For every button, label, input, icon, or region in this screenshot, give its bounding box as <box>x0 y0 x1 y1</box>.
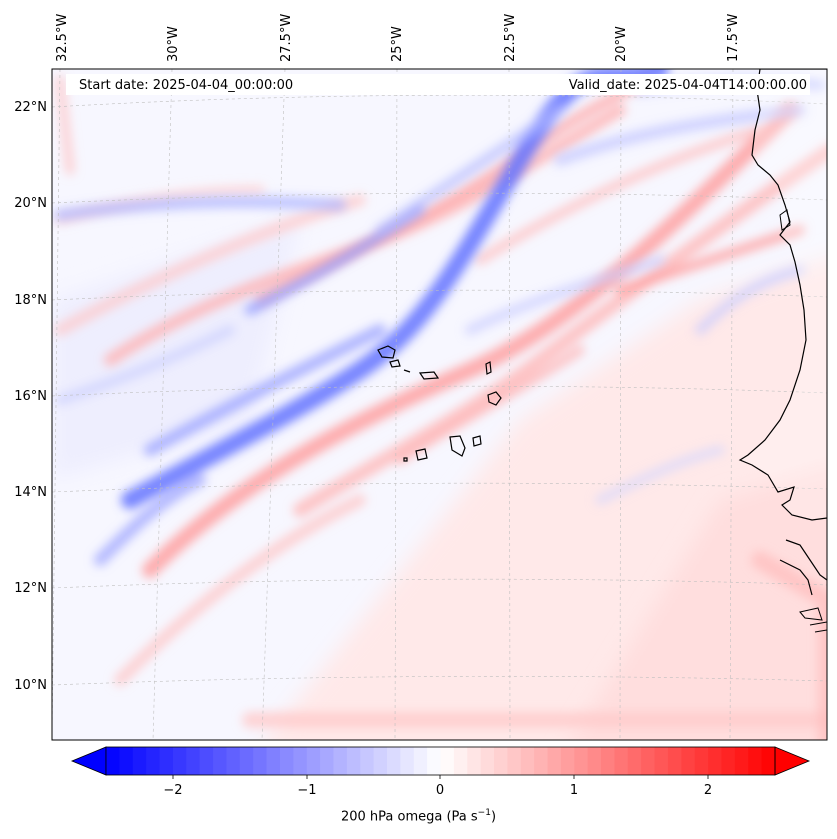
lat-label: 22°N <box>14 100 47 115</box>
colorbar-step <box>480 747 495 775</box>
colorbar-step <box>360 747 375 775</box>
colorbar-label: 200 hPa omega (Pa s−1) <box>0 808 837 824</box>
colorbar-step <box>306 747 321 775</box>
colorbar-step <box>146 747 161 775</box>
colorbar-step <box>507 747 522 775</box>
colorbar-step <box>266 747 281 775</box>
colorbar-tick: 1 <box>570 783 578 798</box>
lat-label: 12°N <box>14 581 47 596</box>
colorbar-step <box>708 747 722 775</box>
colorbar-step <box>320 747 334 775</box>
colorbar-low-extend <box>70 746 107 776</box>
lon-label: 17.5°W <box>726 14 741 62</box>
header-box <box>66 74 810 95</box>
colorbar-step <box>413 747 428 775</box>
colorbar-step <box>681 747 696 775</box>
colorbar-step <box>186 747 201 775</box>
colorbar-step <box>333 747 348 775</box>
colorbar-step <box>734 747 749 775</box>
lon-label: 27.5°W <box>279 14 294 62</box>
colorbar-step <box>427 747 441 775</box>
colorbar-step <box>226 747 241 775</box>
colorbar-step <box>587 747 602 775</box>
colorbar-step <box>159 747 174 775</box>
colorbar-step <box>239 747 254 775</box>
colorbar-step <box>106 747 120 775</box>
cabo-verde-islands <box>377 345 502 462</box>
graticule <box>52 69 827 740</box>
lon-label: 30°W <box>166 26 181 62</box>
lon-label: 20°W <box>614 26 629 62</box>
colorbar-step <box>574 747 589 775</box>
colorbar-step <box>132 747 147 775</box>
lat-label: 10°N <box>14 678 47 693</box>
colorbar: −2 −1 0 1 2 <box>70 746 811 798</box>
colorbar-step <box>453 747 468 775</box>
lat-label: 18°N <box>14 293 47 308</box>
colorbar-step <box>253 747 268 775</box>
lat-label: 20°N <box>14 196 47 211</box>
colorbar-step <box>534 747 549 775</box>
colorbar-step <box>293 747 308 775</box>
colorbar-step <box>346 747 361 775</box>
colorbar-step <box>560 747 575 775</box>
colorbar-step <box>279 747 294 775</box>
africa-coastline <box>738 69 827 521</box>
colorbar-step <box>694 747 709 775</box>
colorbar-step <box>467 747 482 775</box>
colorbar-step <box>373 747 388 775</box>
colorbar-step <box>654 747 669 775</box>
colorbar-step <box>494 747 508 775</box>
colorbar-step <box>172 747 187 775</box>
colorbar-step <box>761 747 776 775</box>
colorbar-step <box>748 747 763 775</box>
colorbar-label-text: 200 hPa omega (Pa s <box>340 809 478 825</box>
colorbar-tick: −2 <box>163 783 182 798</box>
lat-label: 14°N <box>14 485 47 500</box>
valid-date: Valid_date: 2025-04-04T14:00:00.00 <box>568 78 807 93</box>
colorbar-step <box>547 747 562 775</box>
colorbar-step <box>520 747 535 775</box>
lat-label: 16°N <box>14 389 47 404</box>
start-date: Start date: 2025-04-04_00:00:00 <box>79 78 294 93</box>
lon-label: 32.5°W <box>55 14 70 62</box>
longitude-labels: 32.5°W 30°W 27.5°W 25°W 22.5°W 20°W 17.5… <box>55 14 741 62</box>
colorbar-step <box>440 747 455 775</box>
colorbar-step <box>667 747 682 775</box>
colorbar-step <box>627 747 642 775</box>
lon-label: 25°W <box>390 26 405 62</box>
colorbar-step <box>213 747 227 775</box>
colorbar-step <box>641 747 656 775</box>
colorbar-steps <box>106 747 776 775</box>
colorbar-step <box>614 747 629 775</box>
omega-field <box>52 69 827 740</box>
map-frame <box>51 68 828 741</box>
colorbar-step <box>119 747 134 775</box>
colorbar-step <box>400 747 415 775</box>
colorbar-step <box>721 747 736 775</box>
colorbar-tick: 0 <box>436 783 444 798</box>
colorbar-tick: −1 <box>297 783 316 798</box>
latitude-labels: 22°N 20°N 18°N 16°N 14°N 12°N 10°N <box>14 100 47 693</box>
colorbar-step <box>199 747 214 775</box>
colorbar-tick: 2 <box>704 783 712 798</box>
colorbar-label-exponent: −1 <box>477 808 491 818</box>
colorbar-high-extend <box>774 746 811 776</box>
colorbar-step <box>386 747 401 775</box>
colorbar-step <box>601 747 615 775</box>
colorbar-label-end: ) <box>490 809 497 825</box>
lon-label: 22.5°W <box>503 14 518 62</box>
